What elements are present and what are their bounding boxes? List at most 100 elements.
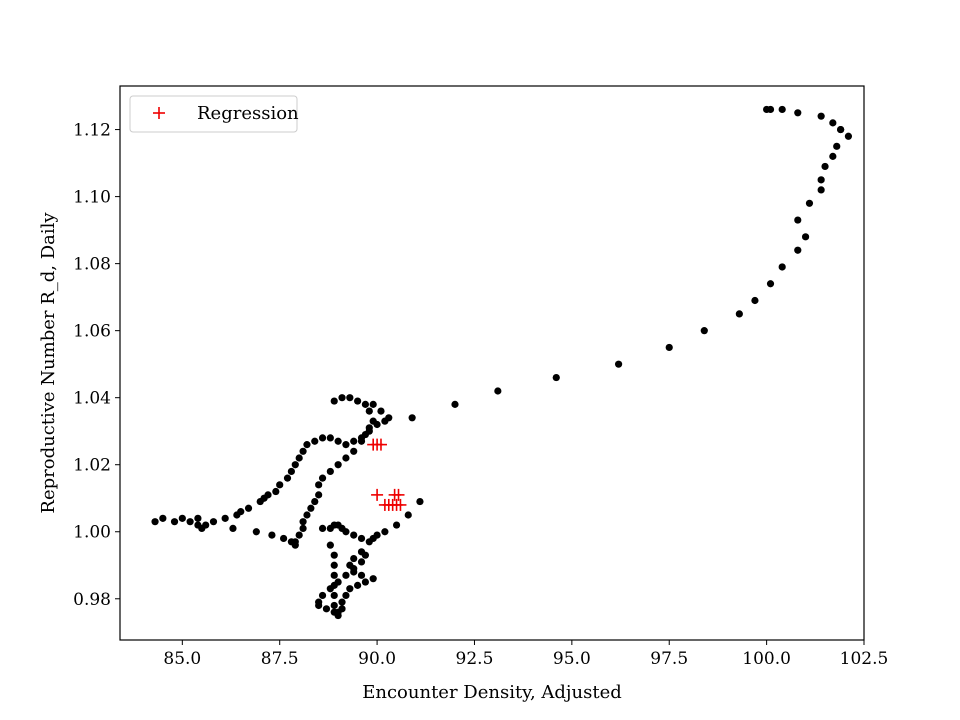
data-point <box>369 417 377 425</box>
x-tick-label: 97.5 <box>650 649 688 669</box>
data-point <box>416 497 424 506</box>
data-point <box>209 518 218 526</box>
data-point <box>844 132 853 140</box>
data-point <box>829 152 837 160</box>
data-point <box>377 407 385 415</box>
data-point <box>350 437 358 445</box>
data-point <box>315 598 323 606</box>
y-axis-title: Reproductive Number R_d, Daily <box>38 212 59 514</box>
data-point <box>303 511 311 519</box>
regression-point <box>371 488 384 501</box>
data-point <box>159 514 167 522</box>
data-point <box>392 521 401 529</box>
data-point <box>354 397 362 405</box>
data-point <box>318 591 327 600</box>
data-point <box>330 581 338 589</box>
data-point <box>194 514 202 522</box>
data-point <box>334 461 342 469</box>
data-point <box>330 397 338 405</box>
data-point <box>342 528 350 536</box>
data-point <box>307 504 315 512</box>
data-point <box>330 571 338 579</box>
data-point <box>299 518 307 526</box>
y-tick-label: 0.98 <box>73 590 111 610</box>
data-point <box>801 233 810 241</box>
data-point <box>357 571 366 579</box>
x-axis-title: Encounter Density, Adjusted <box>362 682 622 703</box>
y-tick-label: 1.06 <box>73 322 111 342</box>
data-point <box>178 514 186 522</box>
data-point <box>365 424 373 432</box>
data-point <box>778 263 786 271</box>
y-tick-label: 1.10 <box>73 188 111 208</box>
data-point <box>778 105 786 114</box>
legend-box <box>129 95 298 133</box>
data-point <box>252 528 260 536</box>
data-point <box>291 461 299 469</box>
data-point <box>766 280 775 288</box>
x-tick-label: 100.0 <box>742 649 791 669</box>
legend: Regression <box>129 95 299 133</box>
data-point <box>342 454 350 462</box>
data-point <box>751 296 759 305</box>
data-point <box>794 246 802 254</box>
data-point <box>614 360 623 368</box>
data-point <box>326 434 334 442</box>
data-point <box>276 481 284 489</box>
data-point <box>326 541 334 549</box>
data-point <box>299 524 307 532</box>
legend-label-regression: Regression <box>197 103 299 124</box>
data-point <box>342 591 350 600</box>
data-point <box>287 467 295 476</box>
data-point <box>342 571 350 579</box>
data-point <box>665 343 673 352</box>
data-point <box>264 491 272 499</box>
data-point <box>338 598 346 606</box>
data-point <box>326 467 334 476</box>
data-point <box>357 437 366 445</box>
data-point <box>318 434 327 442</box>
data-point <box>494 387 502 395</box>
data-point <box>408 414 416 422</box>
x-tick-label: 92.5 <box>456 649 494 669</box>
data-point <box>221 514 229 522</box>
data-point <box>451 400 459 408</box>
data-points <box>151 105 853 620</box>
data-point <box>330 601 338 610</box>
data-point <box>369 575 377 583</box>
data-point <box>373 531 381 539</box>
data-point <box>361 430 370 439</box>
data-point <box>318 474 327 482</box>
data-point <box>350 565 358 573</box>
data-point <box>315 481 323 489</box>
data-point <box>295 454 303 462</box>
data-point <box>837 125 845 134</box>
regression-points <box>367 438 407 511</box>
data-point <box>829 119 837 127</box>
data-point <box>330 591 338 600</box>
data-point <box>385 414 393 422</box>
regression-point <box>394 498 407 511</box>
x-tick-label: 87.5 <box>261 649 299 669</box>
x-tick-label: 95.0 <box>553 649 591 669</box>
data-point <box>369 400 377 408</box>
plot-background <box>120 86 864 640</box>
data-point <box>365 407 373 415</box>
data-point <box>404 511 412 519</box>
data-point <box>338 394 346 402</box>
y-tick-label: 1.02 <box>73 456 111 476</box>
data-point <box>151 518 159 526</box>
data-point <box>322 605 331 613</box>
data-point <box>381 528 389 536</box>
data-point <box>817 186 825 194</box>
data-point <box>170 518 179 526</box>
data-point <box>794 216 802 224</box>
data-point <box>291 538 299 546</box>
data-point <box>700 327 708 335</box>
data-point <box>334 437 342 445</box>
data-point <box>244 504 253 512</box>
data-point <box>817 112 825 120</box>
y-tick-label: 1.12 <box>73 121 111 141</box>
data-point <box>237 508 245 516</box>
data-point <box>821 162 829 171</box>
